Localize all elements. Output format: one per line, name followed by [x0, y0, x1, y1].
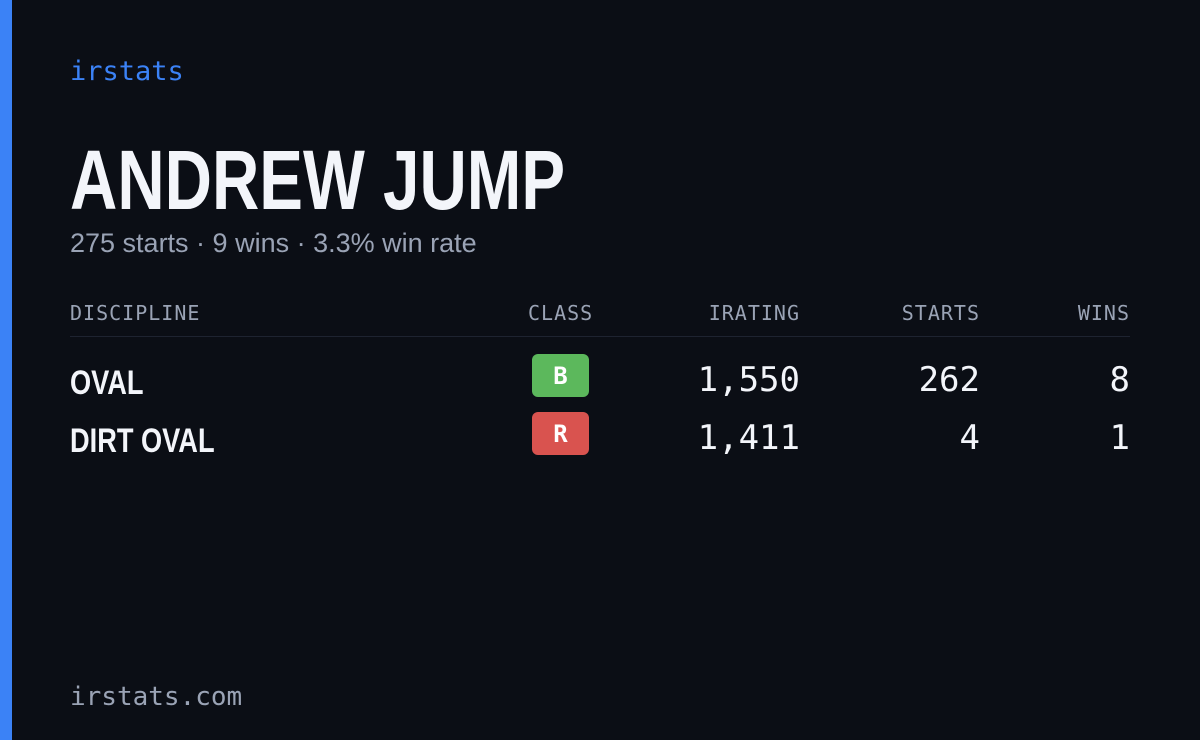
discipline: DIRT OVAL — [70, 422, 215, 460]
starts: 262 — [918, 360, 980, 400]
footer: irstats.com — [70, 682, 243, 712]
column-header: WINS — [1077, 301, 1130, 325]
class-badge: R — [532, 412, 589, 455]
wins: 8 — [1109, 360, 1130, 400]
starts: 4 — [959, 418, 980, 458]
column-header: DISCIPLINE — [70, 301, 201, 325]
class-badge: B — [532, 354, 589, 397]
discipline: OVAL — [70, 364, 144, 402]
column-header: STARTS — [901, 301, 980, 325]
column-header: IRATING — [708, 301, 800, 325]
column-header: CLASS — [528, 301, 594, 325]
accent-bar — [0, 0, 12, 740]
irating: 1,550 — [697, 360, 800, 400]
brand: irstats — [70, 56, 184, 87]
title: ANDREW JUMP — [70, 133, 566, 227]
irating: 1,411 — [697, 418, 800, 458]
header-rule — [70, 336, 1130, 337]
subtitle: 275 starts · 9 wins · 3.3% win rate — [70, 228, 477, 258]
wins: 1 — [1109, 418, 1130, 458]
